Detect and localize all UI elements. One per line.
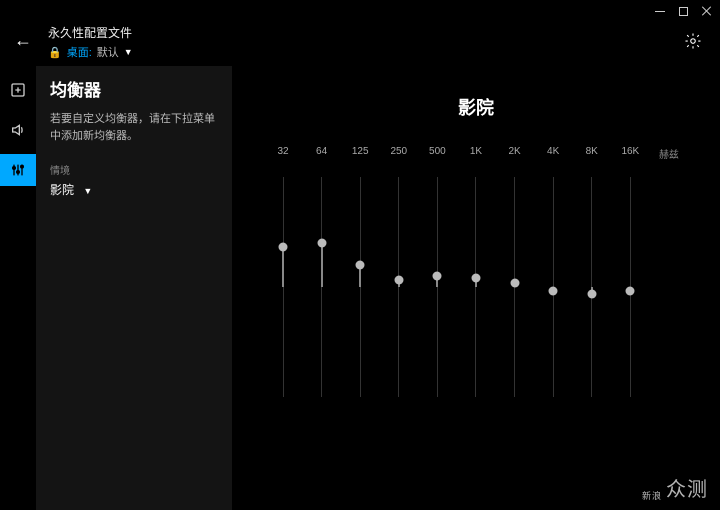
slider-knob[interactable] [317,239,326,248]
slider[interactable] [459,171,493,411]
slider-knob[interactable] [394,276,403,285]
slider[interactable] [382,171,416,411]
slider[interactable] [266,171,300,411]
freq-label: 8K [575,146,609,161]
slider-knob[interactable] [433,272,442,281]
equalizer-icon [10,162,26,178]
slider[interactable] [613,171,647,411]
settings-button[interactable] [684,32,702,53]
slider-knob[interactable] [471,274,480,283]
back-button[interactable]: ← [14,30,32,51]
freq-label: 32 [266,146,300,161]
sidebar-panel: 均衡器 若要自定义均衡器，请在下拉菜单中添加新均衡器。 情境 影院 ▼ [36,66,232,510]
slider[interactable] [536,171,570,411]
freq-label: 1K [459,146,493,161]
slider-track [321,177,322,397]
freq-label: 4K [536,146,570,161]
slider-deviation [321,243,323,287]
slider-deviation [282,247,284,287]
slider[interactable] [575,171,609,411]
profile-name: 默认 [97,44,119,60]
chevron-down-icon: ▼ [124,47,133,57]
freq-label: 2K [498,146,532,161]
volume-icon [10,122,26,138]
frequency-header: 32 64 125 250 500 1K 2K 4K 8K 16K 赫兹 [262,146,690,161]
slider-track [514,177,515,397]
profile-scope: 桌面: [67,44,92,60]
rail-volume[interactable] [0,114,36,146]
minimize-icon[interactable] [655,11,665,12]
nav-rail [0,66,36,510]
rail-equalizer[interactable] [0,154,36,186]
rail-add[interactable] [0,74,36,106]
gear-icon [684,32,702,50]
slider-knob[interactable] [626,287,635,296]
sidebar-title: 均衡器 [50,76,218,101]
sidebar-description: 若要自定义均衡器，请在下拉菜单中添加新均衡器。 [50,111,218,144]
plus-box-icon [10,82,26,98]
freq-label: 250 [382,146,416,161]
slider[interactable] [420,171,454,411]
equalizer-title: 影院 [262,94,690,120]
slider-track [437,177,438,397]
chevron-down-icon: ▼ [83,186,92,196]
freq-label: 125 [343,146,377,161]
slider-row [262,171,690,411]
lock-icon: 🔒 [48,46,62,59]
preset-select[interactable]: 影院 ▼ [50,181,218,198]
slider-track [398,177,399,397]
slider[interactable] [498,171,532,411]
slider-knob[interactable] [587,289,596,298]
maximize-icon[interactable] [679,7,688,16]
equalizer-panel: 影院 32 64 125 250 500 1K 2K 4K 8K 16K 赫兹 [232,66,720,510]
slider-track [360,177,361,397]
slider-track [553,177,554,397]
freq-label: 16K [613,146,647,161]
app-header: ← 永久性配置文件 🔒 桌面: 默认 ▼ [0,22,720,66]
slider-track [630,177,631,397]
close-icon[interactable] [702,6,712,16]
freq-label: 64 [305,146,339,161]
slider-knob[interactable] [549,287,558,296]
slider[interactable] [305,171,339,411]
slider-track [591,177,592,397]
preset-label: 情境 [50,162,218,177]
freq-label: 500 [420,146,454,161]
slider-track [283,177,284,397]
slider-knob[interactable] [510,278,519,287]
unit-label: 赫兹 [652,146,686,161]
slider[interactable] [343,171,377,411]
window-titlebar [0,0,720,22]
profile-title: 永久性配置文件 [48,24,133,41]
preset-value: 影院 [50,183,74,197]
slider-knob[interactable] [279,243,288,252]
slider-track [475,177,476,397]
profile-selector[interactable]: 🔒 桌面: 默认 ▼ [48,44,133,60]
slider-knob[interactable] [356,261,365,270]
